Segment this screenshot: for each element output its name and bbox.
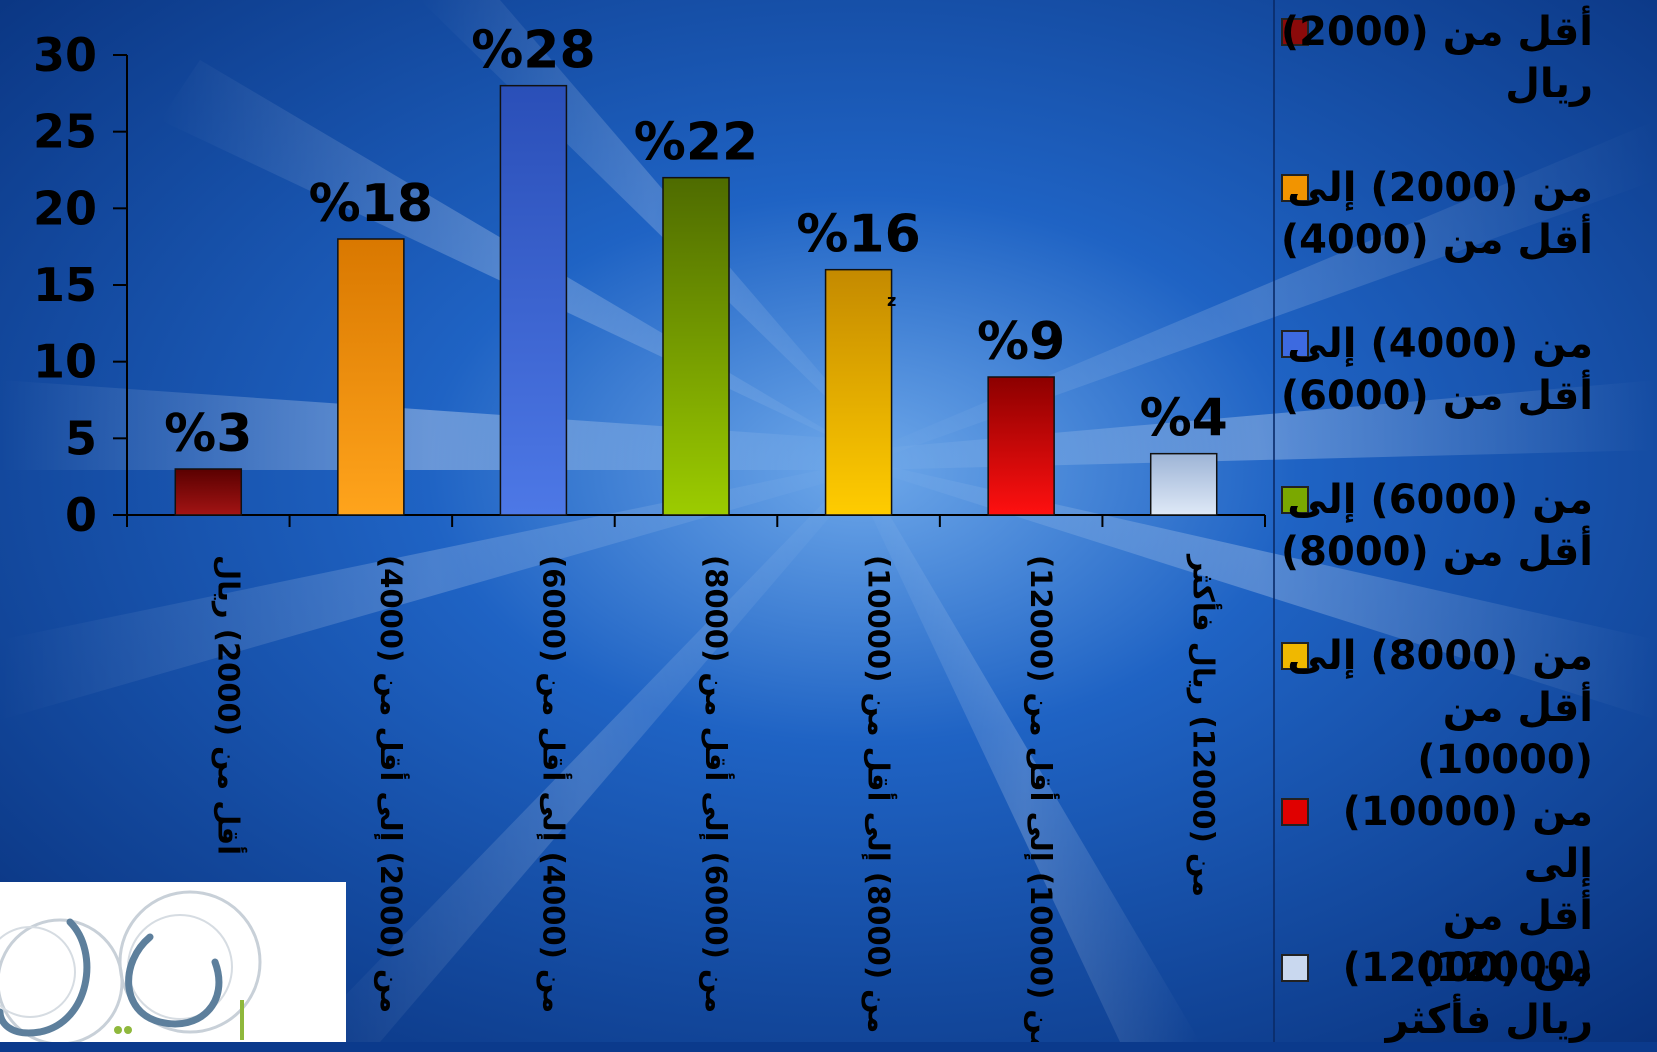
category-label: من (4000) إلى أقل من (6000) [535, 555, 572, 1013]
bar-data-label: %9 [977, 312, 1065, 372]
bar [987, 376, 1055, 516]
legend-swatch [1281, 486, 1309, 514]
legend-swatch [1281, 18, 1309, 46]
legend-item: من (6000) إلى أقل من (8000) [1275, 474, 1639, 584]
logo [0, 882, 346, 1046]
legend-label-line: من (12000) [1342, 945, 1593, 991]
bar-data-label: %4 [1140, 389, 1228, 449]
legend-label: أقل من (2000) ريال [1275, 6, 1593, 110]
category-label: من (8000) إلى أقل من (10000) [861, 555, 898, 1033]
category-label: من (2000) إلى أقل من (4000) [373, 555, 410, 1013]
legend-label-line: من (6000) إلى [1287, 477, 1593, 523]
stray-text: z [887, 291, 896, 310]
bar [662, 176, 730, 516]
y-tick-label: 30 [33, 28, 97, 82]
legend-swatch [1281, 954, 1309, 982]
legend-label: من (12000) ريال فأكثر [1275, 942, 1593, 1046]
chart-data-labels: %3 %18 %28 %22 %16 %9 %4 [164, 21, 1228, 464]
legend-label-line: من (8000) إلى [1287, 633, 1593, 679]
category-label: من (6000) إلى أقل من (8000) [698, 555, 735, 1013]
chart-bars [174, 84, 1218, 516]
bar [499, 84, 568, 516]
legend-item: أقل من (2000) ريال [1275, 6, 1639, 116]
legend-item: من (10000) إلى أقل من (12000) [1275, 786, 1639, 991]
y-tick-label: 0 [65, 488, 97, 542]
legend-label-line: أقل من (6000) [1280, 373, 1593, 419]
category-label: من (10000) إلى أقل من (12000) [1023, 555, 1060, 1042]
logo-circles-icon [0, 890, 262, 1046]
legend-label: من (4000) إلى أقل من (6000) [1275, 318, 1593, 422]
y-tick-label: 15 [33, 258, 97, 312]
category-label: من (12000) ريال فأكثر [1187, 553, 1223, 897]
legend-swatch [1281, 642, 1309, 670]
bar-data-label: %22 [634, 113, 758, 173]
legend-label-line: أقل من (12000) [1417, 893, 1593, 991]
legend-label-line: أقل من (2000) [1280, 9, 1593, 55]
y-tick-label: 25 [33, 105, 97, 159]
legend-label-line: من (2000) إلى [1287, 165, 1593, 211]
legend-item: من (8000) إلى أقل من (10000) [1275, 630, 1639, 783]
y-tick-label: 10 [33, 335, 97, 389]
legend-label-line: ريال فأكثر [1385, 997, 1593, 1043]
legend-item: من (4000) إلى أقل من (6000) [1275, 318, 1639, 428]
chart-category-labels: أقل من (2000) ريال من (2000) إلى أقل من (… [211, 553, 1222, 1042]
legend-label-line: من (10000) إلى [1342, 789, 1593, 887]
bar [174, 468, 243, 516]
bar-data-label: %3 [164, 404, 252, 464]
legend-label: من (2000) إلى أقل من (4000) [1275, 162, 1593, 266]
chart-axes: 0 5 10 15 20 25 30 [33, 28, 1266, 542]
legend-label-line: أقل من (8000) [1280, 529, 1593, 575]
legend-label-line: أقل من (10000) [1417, 685, 1593, 783]
legend-item: من (12000) ريال فأكثر [1275, 942, 1639, 1052]
bar [337, 238, 405, 516]
bar-data-label: %16 [796, 205, 920, 265]
legend-label: من (10000) إلى أقل من (12000) [1275, 786, 1593, 994]
legend-label-line: ريال [1505, 61, 1593, 107]
legend-label: من (6000) إلى أقل من (8000) [1275, 474, 1593, 578]
legend-swatch [1281, 174, 1309, 202]
category-label: أقل من (2000) ريال [211, 555, 247, 855]
legend-label-line: أقل من (4000) [1280, 217, 1593, 263]
bar [824, 268, 893, 516]
chart-legend: أقل من (2000) ريال من (2000) إلى أقل من (40… [1275, 0, 1657, 1043]
bar-data-label: %28 [471, 21, 595, 81]
bar [1149, 452, 1218, 516]
legend-swatch [1281, 330, 1309, 358]
y-tick-label: 5 [65, 411, 97, 465]
legend-item: من (2000) إلى أقل من (4000) [1275, 162, 1639, 272]
legend-swatch [1281, 798, 1309, 826]
legend-label: من (8000) إلى أقل من (10000) [1275, 630, 1593, 786]
legend-label-line: من (4000) إلى [1287, 321, 1593, 367]
y-tick-label: 20 [33, 181, 97, 235]
bar-data-label: %18 [309, 174, 433, 234]
